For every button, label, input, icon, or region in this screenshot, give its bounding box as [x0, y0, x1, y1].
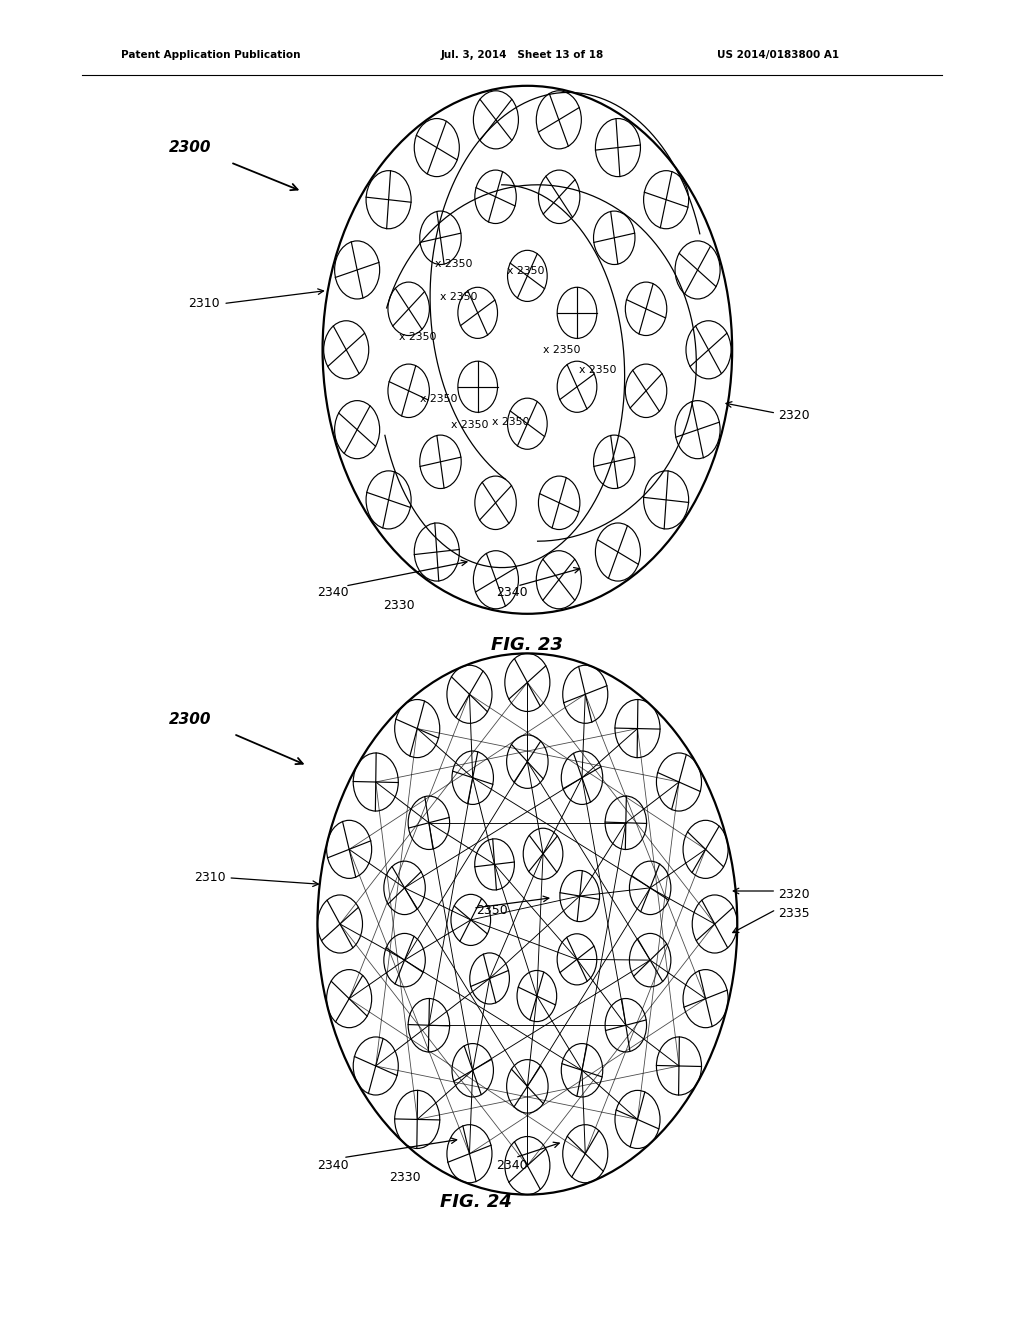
- Text: FIG. 24: FIG. 24: [440, 1193, 512, 1212]
- Text: 2320: 2320: [778, 409, 810, 422]
- Text: x 2350: x 2350: [420, 393, 458, 404]
- Text: x 2350: x 2350: [543, 345, 581, 355]
- Text: Patent Application Publication: Patent Application Publication: [121, 50, 300, 61]
- Text: x 2350: x 2350: [451, 420, 488, 430]
- Text: 2300: 2300: [169, 711, 212, 727]
- Text: US 2014/0183800 A1: US 2014/0183800 A1: [717, 50, 839, 61]
- Text: 2330: 2330: [389, 1171, 420, 1184]
- Text: x 2350: x 2350: [492, 417, 529, 428]
- Text: 2340: 2340: [497, 586, 527, 599]
- Text: 2320: 2320: [778, 888, 810, 902]
- Text: 2335: 2335: [778, 907, 810, 920]
- Text: x 2350: x 2350: [507, 265, 545, 276]
- Text: 2300: 2300: [169, 140, 212, 156]
- Text: 2340: 2340: [497, 1159, 527, 1172]
- Text: 2310: 2310: [194, 871, 225, 884]
- Text: x 2350: x 2350: [435, 259, 473, 269]
- Text: 2350: 2350: [476, 904, 508, 917]
- Text: x 2350: x 2350: [579, 364, 616, 375]
- Text: x 2350: x 2350: [440, 292, 478, 302]
- Text: 2340: 2340: [317, 1159, 348, 1172]
- Text: FIG. 23: FIG. 23: [492, 636, 563, 655]
- Text: 2330: 2330: [384, 599, 415, 612]
- Text: 2310: 2310: [188, 297, 220, 310]
- Text: 2340: 2340: [317, 586, 348, 599]
- Text: Jul. 3, 2014   Sheet 13 of 18: Jul. 3, 2014 Sheet 13 of 18: [440, 50, 603, 61]
- Text: x 2350: x 2350: [399, 331, 437, 342]
